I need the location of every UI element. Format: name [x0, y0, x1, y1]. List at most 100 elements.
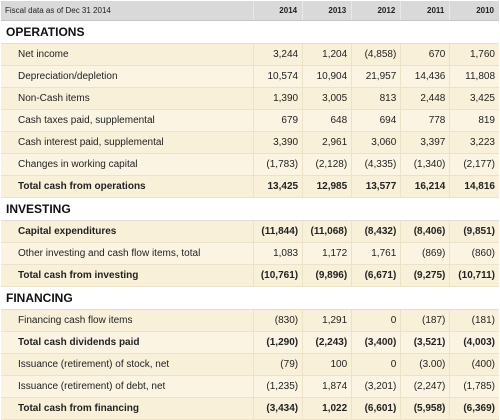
year-header: 2011 — [400, 1, 450, 21]
year-header: 2012 — [351, 1, 401, 21]
row-value: (10,711) — [449, 264, 499, 287]
section-header-operations: OPERATIONS — [1, 20, 499, 44]
row-value: 13,425 — [252, 175, 303, 198]
row-value: 1,204 — [302, 43, 352, 66]
row-value: 3,390 — [252, 131, 303, 154]
row-label: Cash interest paid, supplemental — [1, 131, 254, 154]
row-value: (79) — [252, 353, 303, 376]
row-value: 11,808 — [449, 65, 499, 88]
row-value: 3,005 — [302, 87, 352, 110]
row-value: (10,761) — [252, 264, 303, 287]
row-value: (1,785) — [449, 375, 499, 398]
row-value: (3,400) — [351, 331, 401, 354]
row-value: (11,068) — [302, 220, 352, 243]
row-label: Depreciation/depletion — [1, 65, 254, 88]
row-value: (4,003) — [449, 331, 499, 354]
header-row: Fiscal data as of Dec 31 2014 2014 2013 … — [1, 1, 499, 21]
section-title: FINANCING — [1, 286, 499, 310]
year-header: 2013 — [302, 1, 352, 21]
row-value: (3,201) — [351, 375, 401, 398]
row-value: 2,961 — [302, 131, 352, 154]
row-value: (869) — [400, 242, 450, 265]
row-value: 3,425 — [449, 87, 499, 110]
row-value: 0 — [351, 353, 401, 376]
row-label: Total cash dividends paid — [1, 331, 254, 354]
table-row: Other investing and cash flow items, tot… — [1, 242, 499, 265]
row-value: 3,244 — [252, 43, 303, 66]
row-value: 813 — [351, 87, 401, 110]
fiscal-date-label: Fiscal data as of Dec 31 2014 — [1, 1, 254, 21]
row-value: (2,247) — [400, 375, 450, 398]
table-row: Issuance (retirement) of debt, net (1,235… — [1, 375, 499, 398]
row-value: (1,783) — [252, 153, 303, 176]
row-value: 1,291 — [302, 309, 352, 332]
row-label: Non-Cash items — [1, 87, 254, 110]
row-value: (3.00) — [400, 353, 450, 376]
total-row: Total cash from financing (3,434) 1,022 (6,… — [1, 397, 499, 420]
row-label: Financing cash flow items — [1, 309, 254, 332]
row-value: (11,844) — [252, 220, 303, 243]
row-value: 16,214 — [400, 175, 450, 198]
row-value: (9,896) — [302, 264, 352, 287]
row-value: 1,874 — [302, 375, 352, 398]
row-value: 3,397 — [400, 131, 450, 154]
row-value: 1,761 — [351, 242, 401, 265]
row-label: Issuance (retirement) of stock, net — [1, 353, 254, 376]
table-body: OPERATIONS Net income 3,244 1,204 (4,858) 670… — [1, 20, 499, 420]
row-value: 648 — [302, 109, 352, 132]
table-row: Non-Cash items 1,390 3,005 813 2,448 3,425 — [1, 87, 499, 110]
year-header: 2014 — [252, 1, 303, 21]
row-value: 21,957 — [351, 65, 401, 88]
row-value: (3,521) — [400, 331, 450, 354]
row-value: (3,434) — [252, 397, 303, 420]
section-title: OPERATIONS — [1, 20, 499, 44]
table-row: Cash interest paid, supplemental 3,390 2,9… — [1, 131, 499, 154]
row-value: (2,128) — [302, 153, 352, 176]
row-value: (9,275) — [400, 264, 450, 287]
row-value: 778 — [400, 109, 450, 132]
row-value: (4,335) — [351, 153, 401, 176]
row-value: 1,022 — [302, 397, 352, 420]
row-label: Total cash from operations — [1, 175, 254, 198]
row-value: 679 — [252, 109, 303, 132]
row-value: (181) — [449, 309, 499, 332]
row-label: Total cash from financing — [1, 397, 254, 420]
row-label: Cash taxes paid, supplemental — [1, 109, 254, 132]
row-value: 14,436 — [400, 65, 450, 88]
row-value: 2,448 — [400, 87, 450, 110]
row-value: 3,060 — [351, 131, 401, 154]
row-value: 0 — [351, 309, 401, 332]
row-value: 12,985 — [302, 175, 352, 198]
row-value: 1,172 — [302, 242, 352, 265]
row-value: (860) — [449, 242, 499, 265]
table-row: Cash taxes paid, supplemental 679 648 694 77… — [1, 109, 499, 132]
table-row: Depreciation/depletion 10,574 10,904 21,957… — [1, 65, 499, 88]
table-row: Issuance (retirement) of stock, net (79) 1… — [1, 353, 499, 376]
row-value: (830) — [252, 309, 303, 332]
row-value: 1,760 — [449, 43, 499, 66]
row-label: Net income — [1, 43, 254, 66]
section-title: INVESTING — [1, 197, 499, 221]
row-value: (2,177) — [449, 153, 499, 176]
row-value: (187) — [400, 309, 450, 332]
section-header-financing: FINANCING — [1, 286, 499, 310]
row-value: 14,816 — [449, 175, 499, 198]
row-value: (1,340) — [400, 153, 450, 176]
total-row: Total cash from investing (10,761) (9,896)… — [1, 264, 499, 287]
row-value: (9,851) — [449, 220, 499, 243]
row-value: 694 — [351, 109, 401, 132]
row-value: (8,406) — [400, 220, 450, 243]
row-value: (5,958) — [400, 397, 450, 420]
row-label: Issuance (retirement) of debt, net — [1, 375, 254, 398]
row-value: 10,574 — [252, 65, 303, 88]
row-value: (400) — [449, 353, 499, 376]
row-value: 10,904 — [302, 65, 352, 88]
row-value: (1,235) — [252, 375, 303, 398]
row-value: (8,432) — [351, 220, 401, 243]
row-value: (6,369) — [449, 397, 499, 420]
row-value: 100 — [302, 353, 352, 376]
row-value: (6,601) — [351, 397, 401, 420]
total-row: Total cash dividends paid (1,290) (2,243)(… — [1, 331, 499, 354]
